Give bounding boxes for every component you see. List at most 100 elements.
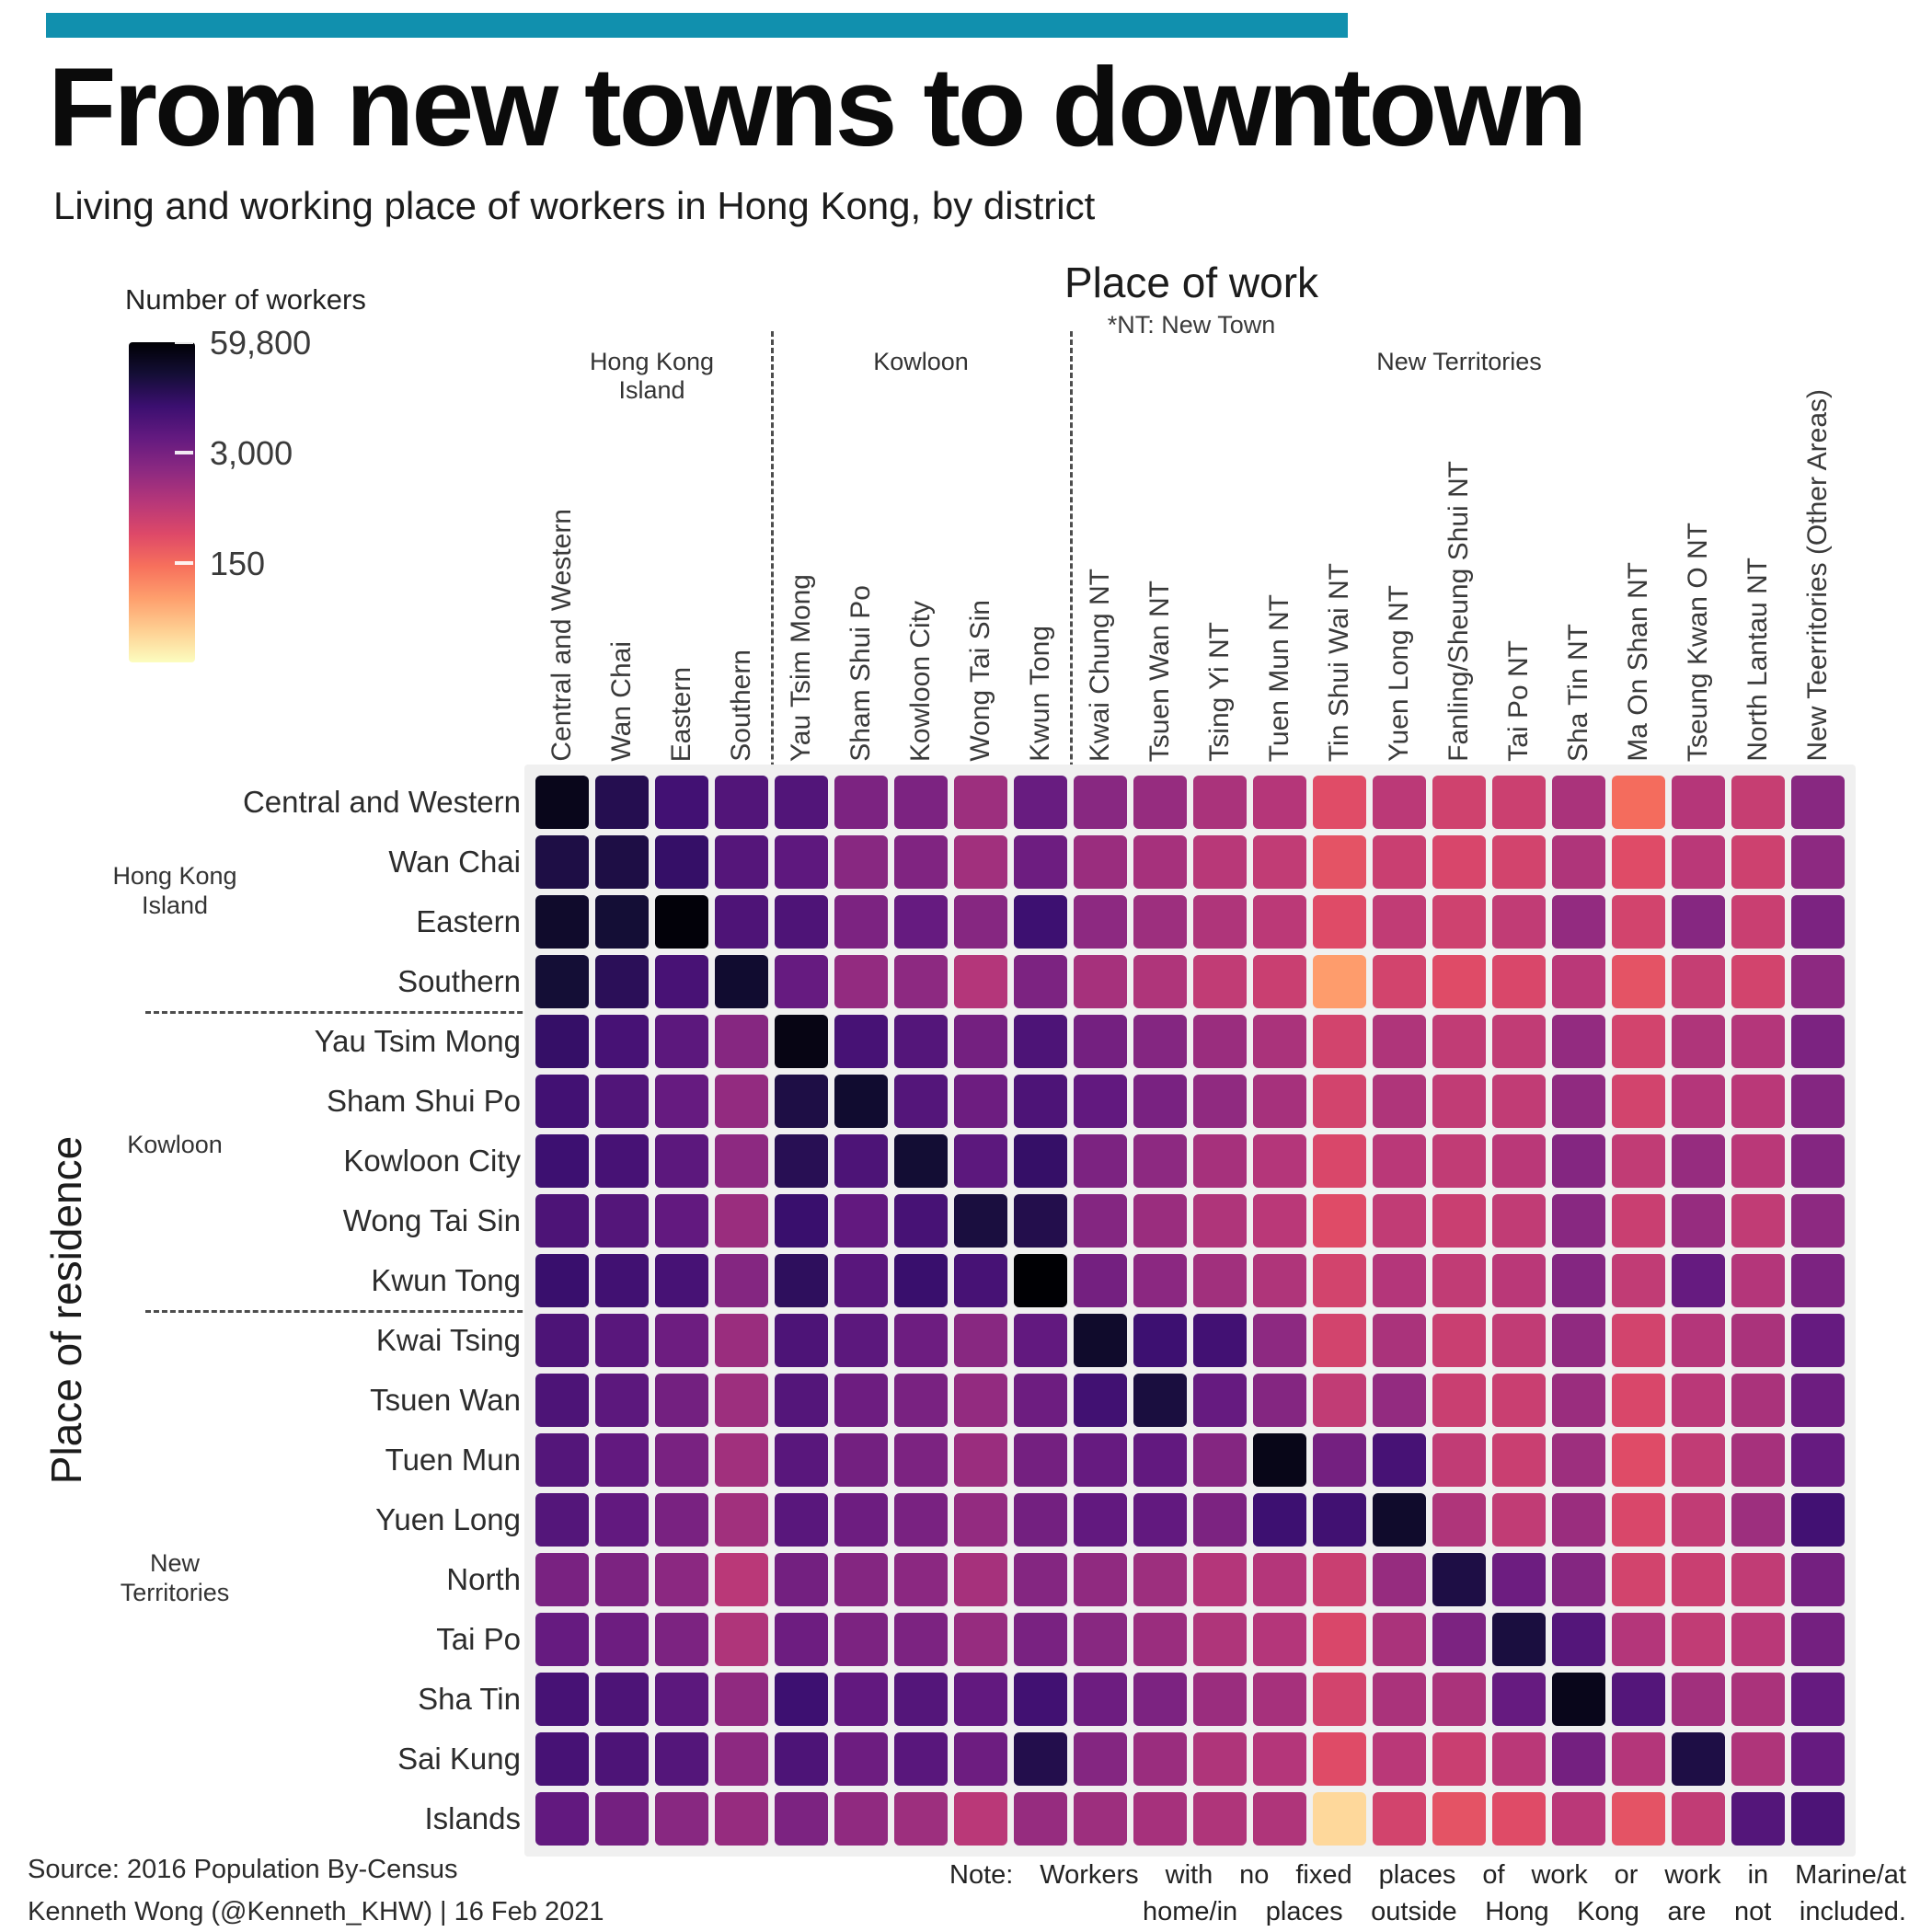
- heatmap-cell: [1552, 1553, 1605, 1606]
- heatmap-cell: [834, 1134, 888, 1188]
- heatmap-cell: [834, 1254, 888, 1307]
- heatmap-cell: [1313, 1314, 1366, 1367]
- heatmap-cell: [1313, 1075, 1366, 1128]
- heatmap-cell: [1731, 1134, 1785, 1188]
- heatmap-cell: [1313, 955, 1366, 1008]
- heatmap-cell: [1193, 1374, 1247, 1427]
- heatmap-cell: [1492, 1194, 1546, 1248]
- heatmap-cell: [535, 1493, 589, 1547]
- heatmap-cell: [1193, 1792, 1247, 1846]
- heatmap-cell: [1552, 1374, 1605, 1427]
- heatmap-cell: [1432, 895, 1486, 949]
- heatmap-cell: [535, 1015, 589, 1068]
- heatmap-cell: [834, 1673, 888, 1726]
- heatmap-cell: [535, 835, 589, 889]
- heatmap-cell: [1492, 1732, 1546, 1786]
- heatmap-cell: [1193, 776, 1247, 829]
- heatmap-cell: [1253, 1493, 1306, 1547]
- heatmap-cell: [655, 776, 708, 829]
- heatmap-cell: [1074, 1792, 1127, 1846]
- legend-tick-mark: [175, 560, 193, 565]
- heatmap-cell: [1791, 1374, 1845, 1427]
- heatmap-cell: [655, 1075, 708, 1128]
- heatmap-cell: [1373, 1374, 1426, 1427]
- heatmap-cell: [655, 955, 708, 1008]
- heatmap-cell: [834, 1433, 888, 1487]
- heatmap-cell: [1193, 1732, 1247, 1786]
- column-label-slot: Ma On Shan NT: [1612, 322, 1665, 762]
- heatmap-cell: [1552, 1314, 1605, 1367]
- heatmap-cell: [535, 955, 589, 1008]
- heatmap-cell: [1253, 1194, 1306, 1248]
- heatmap-cell: [1492, 1553, 1546, 1606]
- column-label: Tuen Mun NT: [1264, 593, 1294, 762]
- heatmap-cell: [1014, 835, 1067, 889]
- heatmap-cell: [775, 1015, 828, 1068]
- heatmap-cell: [894, 1134, 948, 1188]
- heatmap-cell: [834, 835, 888, 889]
- heatmap-cell: [1731, 835, 1785, 889]
- column-label: Tsuen Wan NT: [1144, 580, 1175, 762]
- x-axis-note: *NT: New Town: [1107, 311, 1276, 339]
- heatmap-cell: [1432, 1792, 1486, 1846]
- heatmap-cell: [1074, 1015, 1127, 1068]
- column-label-slot: Tseung Kwan O NT: [1672, 322, 1725, 762]
- heatmap-cell: [1014, 1015, 1067, 1068]
- heatmap-cell: [1612, 1493, 1665, 1547]
- heatmap-cell: [1253, 1613, 1306, 1666]
- legend-tick-mark: [175, 450, 193, 454]
- heatmap-cell: [1731, 1553, 1785, 1606]
- heatmap-cell: [1014, 1433, 1067, 1487]
- heatmap-cell: [1074, 1134, 1127, 1188]
- heatmap-cell: [1432, 1433, 1486, 1487]
- column-label-slot: Eastern: [655, 322, 708, 762]
- heatmap-cell: [1074, 1673, 1127, 1726]
- heatmap-cell: [1612, 1374, 1665, 1427]
- heatmap-cell: [1253, 1673, 1306, 1726]
- row-label: North: [446, 1562, 521, 1596]
- heatmap-cell: [1612, 895, 1665, 949]
- row-label: Eastern: [416, 904, 521, 938]
- heatmap-cell: [715, 1015, 768, 1068]
- heatmap-cell: [1014, 1673, 1067, 1726]
- row-group-label: Kowloon: [127, 1131, 223, 1158]
- heatmap-cell: [1133, 1374, 1187, 1427]
- heatmap-cell: [1552, 955, 1605, 1008]
- heatmap-cell: [1672, 1613, 1725, 1666]
- heatmap-cell: [535, 1673, 589, 1726]
- heatmap-cell: [1313, 1254, 1366, 1307]
- heatmap-cell: [1373, 776, 1426, 829]
- legend-colorbar: [129, 342, 195, 662]
- column-label-slot: Sha Tin NT: [1552, 322, 1605, 762]
- heatmap-cell: [954, 1673, 1007, 1726]
- heatmap-cell: [715, 1254, 768, 1307]
- heatmap-cell: [1193, 1194, 1247, 1248]
- heatmap-cell: [595, 1673, 649, 1726]
- heatmap-cell: [954, 1075, 1007, 1128]
- heatmap-cell: [1612, 1015, 1665, 1068]
- heatmap-cell: [1612, 1134, 1665, 1188]
- row-label: Tai Po: [436, 1622, 521, 1656]
- note-text: Note: Workers with no fixed places of wo…: [949, 1857, 1906, 1930]
- heatmap-cell: [1672, 1194, 1725, 1248]
- heatmap-cell: [1672, 1314, 1725, 1367]
- heatmap-cell: [1373, 1134, 1426, 1188]
- heatmap-cell: [1672, 1075, 1725, 1128]
- heatmap-cell: [1253, 1015, 1306, 1068]
- source-text: Source: 2016 Population By-Census: [28, 1855, 458, 1884]
- heatmap-cell: [1492, 1075, 1546, 1128]
- heatmap-cell: [1791, 1732, 1845, 1786]
- heatmap-cell: [1193, 1254, 1247, 1307]
- heatmap-cell: [834, 1314, 888, 1367]
- heatmap-cell: [1791, 1673, 1845, 1726]
- column-label-slot: Yuen Long NT: [1373, 322, 1426, 762]
- row-label: Central and Western: [242, 785, 521, 819]
- heatmap-cell: [715, 776, 768, 829]
- heatmap-cell: [894, 776, 948, 829]
- heatmap-cell: [1612, 955, 1665, 1008]
- column-label-slot: Wong Tai Sin: [954, 322, 1007, 762]
- column-label: Kowloon City: [905, 600, 936, 762]
- heatmap-cell: [1313, 776, 1366, 829]
- heatmap-cell: [715, 1613, 768, 1666]
- heatmap-cell: [954, 1254, 1007, 1307]
